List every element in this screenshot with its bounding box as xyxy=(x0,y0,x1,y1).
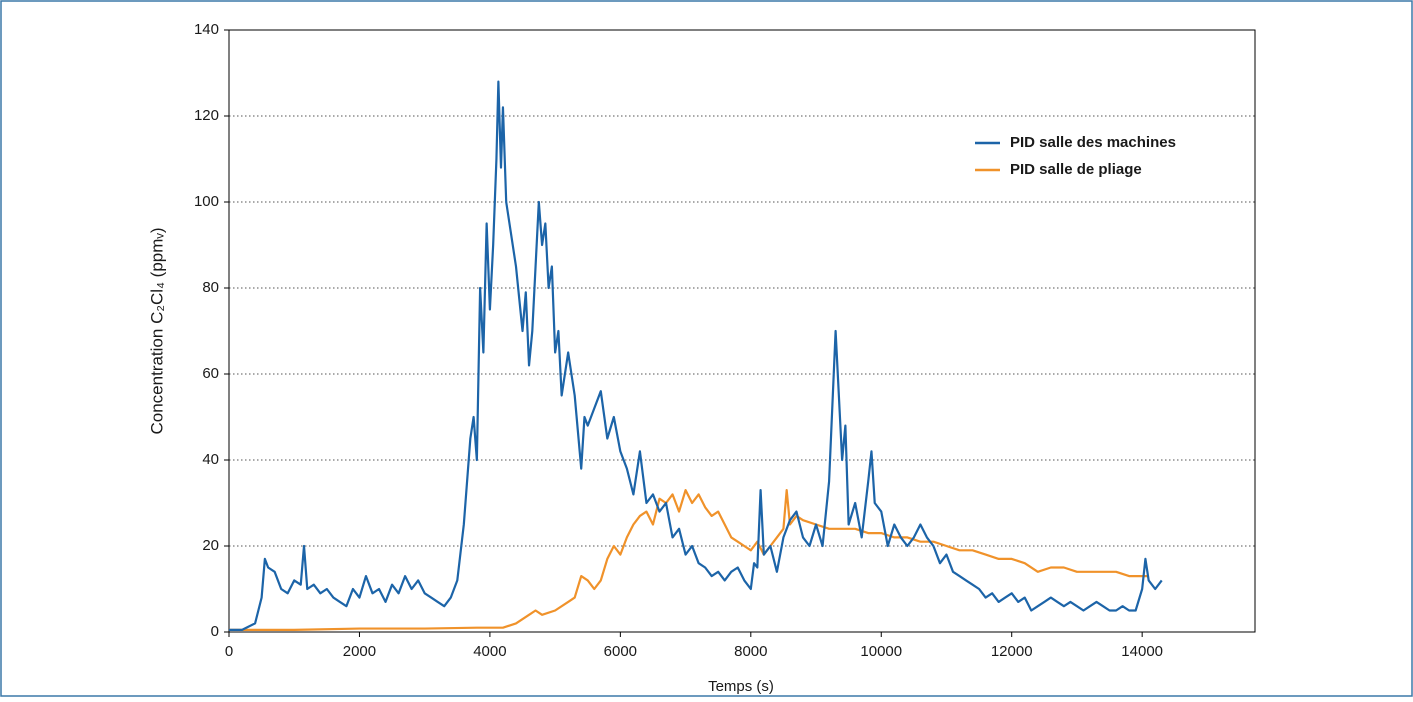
x-tick-label: 10000 xyxy=(860,643,902,660)
y-tick-label: 100 xyxy=(194,193,219,210)
y-tick-label: 80 xyxy=(202,279,219,296)
x-tick-label: 14000 xyxy=(1121,643,1163,660)
x-tick-label: 2000 xyxy=(343,643,376,660)
y-tick-label: 20 xyxy=(202,537,219,554)
plot-frame xyxy=(228,29,1256,633)
y-tick-label: 0 xyxy=(211,623,219,640)
y-tick-label: 40 xyxy=(202,451,219,468)
series-line xyxy=(229,80,1163,631)
x-tick-label: 6000 xyxy=(604,643,637,660)
x-tick-label: 12000 xyxy=(991,643,1033,660)
x-tick-label: 8000 xyxy=(734,643,767,660)
x-axis-title: Temps (s) xyxy=(708,678,774,695)
y-axis-title: Concentration C₂Cl₄ (ppmᵥ) xyxy=(147,227,166,434)
legend: PID salle des machines PID salle de pliag… xyxy=(975,134,1176,178)
y-tick-label: 140 xyxy=(194,21,219,38)
legend-label: PID salle de pliage xyxy=(1010,161,1142,178)
y-tick-label: 60 xyxy=(202,365,219,382)
x-tick-label: 0 xyxy=(225,643,233,660)
series-line xyxy=(229,489,1149,631)
legend-label: PID salle des machines xyxy=(1010,134,1176,151)
y-tick-label: 120 xyxy=(194,107,219,124)
x-tick-label: 4000 xyxy=(473,643,506,660)
